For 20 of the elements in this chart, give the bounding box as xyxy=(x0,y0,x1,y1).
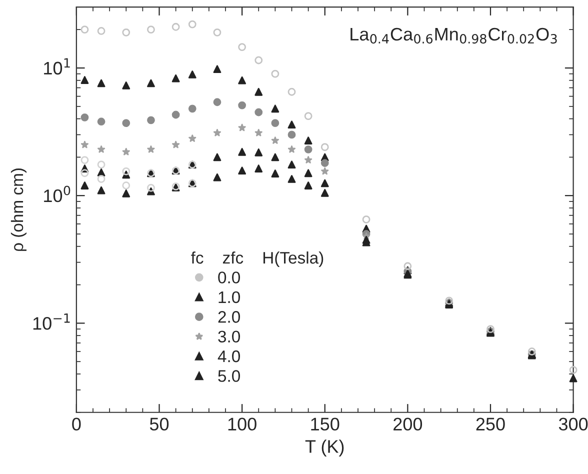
y-tick-label: 10$^{0}$ xyxy=(44,186,70,202)
legend-label: 5.0 xyxy=(218,370,240,382)
x-axis-title: T (K) xyxy=(305,440,344,456)
legend-label: 1.0 xyxy=(218,291,240,304)
x-tick-label: 150 xyxy=(311,418,340,431)
legend-title: fc zfc H(Tesla) xyxy=(191,251,324,267)
legend-label: 3.0 xyxy=(218,330,240,343)
text: La$_{0.4}$Ca$_{0.6}$Mn$_{0.98}$Cr$_{0.02}$O$_{3}$ xyxy=(350,28,557,44)
x-tick-label: 100 xyxy=(228,418,256,431)
legend-label: 2.0 xyxy=(218,311,240,323)
x-tick-label: 50 xyxy=(150,418,169,431)
legend-label: 0.0 xyxy=(218,272,240,284)
x-tick-label: 300 xyxy=(558,418,588,431)
x-tick-label: 250 xyxy=(476,418,505,431)
x-tick-label: 200 xyxy=(394,418,422,431)
y-tick-label: 10$^{1}$ xyxy=(44,58,70,75)
y-axis-title: ρ (ohm cm) xyxy=(10,168,26,251)
x-tick-label: 0 xyxy=(72,418,81,431)
y-tick-label: 10$^{−1}$ xyxy=(33,313,70,330)
legend-label: 4.0 xyxy=(218,350,240,362)
